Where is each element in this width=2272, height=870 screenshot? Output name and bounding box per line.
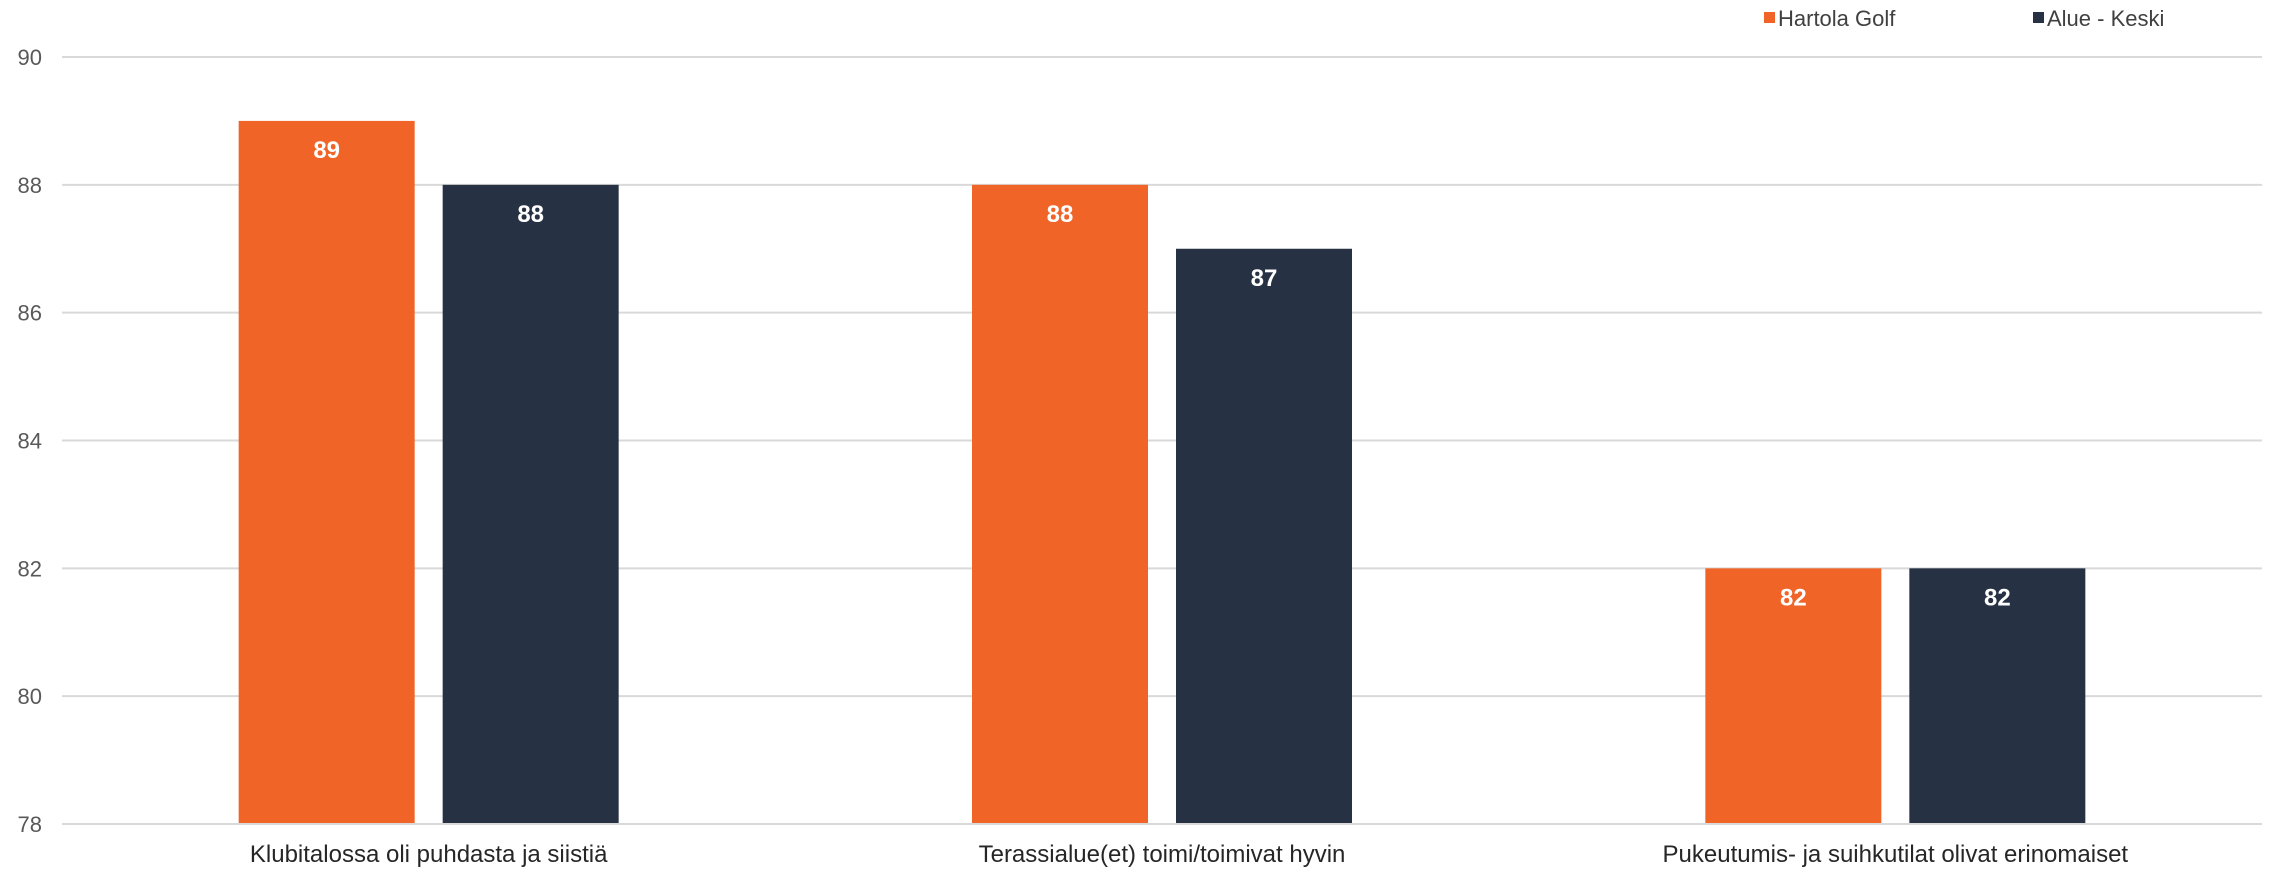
- legend: Hartola Golf Alue - Keski: [1764, 6, 2164, 31]
- x-axis: Klubitalossa oli puhdasta ja siistiä Tera…: [62, 823, 2262, 868]
- y-axis: 78 80 82 84 86 88 90: [18, 45, 42, 837]
- data-label: 82: [1780, 584, 1807, 611]
- data-label: 87: [1251, 265, 1278, 292]
- bar-alue-keski: [1176, 248, 1352, 824]
- y-tick-label: 78: [18, 812, 42, 837]
- legend-label: Alue - Keski: [2047, 6, 2164, 31]
- gridlines: [62, 56, 2262, 825]
- x-category-label: Pukeutumis- ja suihkutilat olivat erinom…: [1663, 841, 2129, 868]
- legend-swatch: [1764, 12, 1775, 23]
- y-tick-label: 84: [18, 429, 42, 454]
- y-tick-label: 90: [18, 45, 42, 70]
- y-tick-label: 82: [18, 556, 42, 581]
- data-label: 89: [313, 137, 340, 164]
- bar-hartola-golf: [238, 120, 415, 824]
- bar-hartola-golf: [1705, 568, 1882, 824]
- bar-hartola-golf: [972, 184, 1148, 825]
- legend-swatch: [2033, 12, 2044, 23]
- bar-alue-keski: [442, 184, 619, 825]
- data-label: 82: [1984, 584, 2011, 611]
- y-tick-label: 86: [18, 301, 42, 326]
- bars: 89 88 88 87 82 82: [238, 120, 2086, 825]
- y-tick-label: 80: [18, 684, 42, 709]
- x-category-label: Klubitalossa oli puhdasta ja siistiä: [250, 841, 608, 868]
- x-category-label: Terassialue(et) toimi/toimivat hyvin: [979, 841, 1346, 868]
- bar-alue-keski: [1909, 568, 2086, 824]
- data-label: 88: [517, 201, 544, 228]
- legend-label: Hartola Golf: [1778, 6, 1896, 31]
- y-tick-label: 88: [18, 173, 42, 198]
- data-label: 88: [1047, 201, 1074, 228]
